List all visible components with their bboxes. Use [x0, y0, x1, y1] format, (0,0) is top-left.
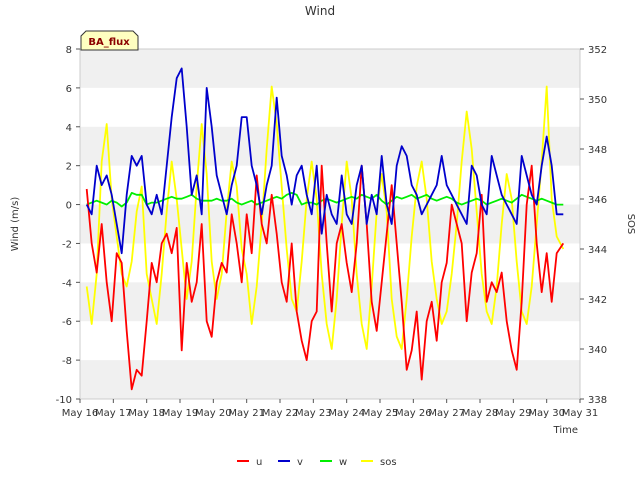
series-layer — [85, 67, 565, 391]
y-tick-label-2: -6 — [62, 317, 72, 328]
y2-tick-label-4: 346 — [588, 195, 607, 206]
plot-frame — [79, 48, 581, 400]
legend: u v w sos — [237, 457, 397, 468]
x-tick-label-15: May 31 — [562, 408, 599, 419]
y2-tick-label-5: 348 — [588, 145, 607, 156]
y2-tick-label-2: 342 — [588, 295, 607, 306]
legend-label-v: v — [297, 457, 303, 468]
y-tick-label-5: 0 — [66, 201, 72, 212]
x-tick-label-1: May 17 — [95, 408, 132, 419]
x-tick-label-8: May 24 — [328, 408, 365, 419]
x-tick-label-7: May 23 — [295, 408, 332, 419]
y-tick-label-9: 8 — [66, 45, 72, 56]
y-tick-label-8: 6 — [66, 84, 72, 95]
x-tick-label-10: May 26 — [395, 408, 432, 419]
y2-tick-label-7: 352 — [588, 45, 607, 56]
y-axis-title: Wind (m/s) — [10, 197, 21, 252]
background-bands — [80, 49, 580, 399]
x-tick-label-5: May 21 — [228, 408, 265, 419]
x-tick-label-9: May 25 — [362, 408, 399, 419]
ba-flux-badge: BA_flux — [80, 30, 139, 51]
y-tick-label-0: -10 — [56, 395, 72, 406]
y-tick-label-3: -4 — [62, 278, 72, 289]
series-line-sos — [85, 85, 565, 350]
x-tick-label-6: May 22 — [262, 408, 299, 419]
legend-label-w: w — [339, 457, 347, 468]
y-tick-label-6: 2 — [66, 162, 72, 173]
y2-tick-label-0: 338 — [588, 395, 607, 406]
x-tick-label-4: May 20 — [195, 408, 232, 419]
y-tick-label-1: -8 — [62, 356, 72, 367]
y2-tick-label-6: 350 — [588, 95, 607, 106]
left-axis-ticks: -10 -8 -6 -4 -2 0 2 4 6 8 — [56, 45, 80, 406]
right-axis-ticks: 338 340 342 344 346 348 350 352 — [580, 45, 607, 406]
series-line-u — [85, 164, 565, 391]
x-tick-label-12: May 28 — [462, 408, 499, 419]
series-line-v — [85, 67, 564, 255]
x-tick-label-3: May 19 — [162, 408, 199, 419]
x-tick-label-13: May 29 — [495, 408, 532, 419]
y2-axis-title: SOS — [625, 214, 636, 235]
x-tick-label-11: May 27 — [428, 408, 465, 419]
legend-label-u: u — [256, 457, 262, 468]
y-tick-label-7: 4 — [66, 123, 72, 134]
legend-label-sos: sos — [380, 457, 397, 468]
band-6 — [80, 126, 580, 166]
x-tick-label-2: May 18 — [128, 408, 165, 419]
x-tick-label-0: May 16 — [62, 408, 99, 419]
band-0 — [80, 360, 580, 399]
x-tick-label-14: May 30 — [528, 408, 565, 419]
y-tick-label-4: -2 — [62, 239, 72, 250]
badge-shape — [80, 30, 139, 51]
y2-tick-label-3: 344 — [588, 245, 607, 256]
y2-tick-label-1: 340 — [588, 345, 607, 356]
x-axis-title: Time — [553, 425, 578, 436]
chart-title: Wind — [305, 4, 335, 18]
badge-label: BA_flux — [88, 37, 130, 48]
band-8 — [80, 49, 580, 88]
